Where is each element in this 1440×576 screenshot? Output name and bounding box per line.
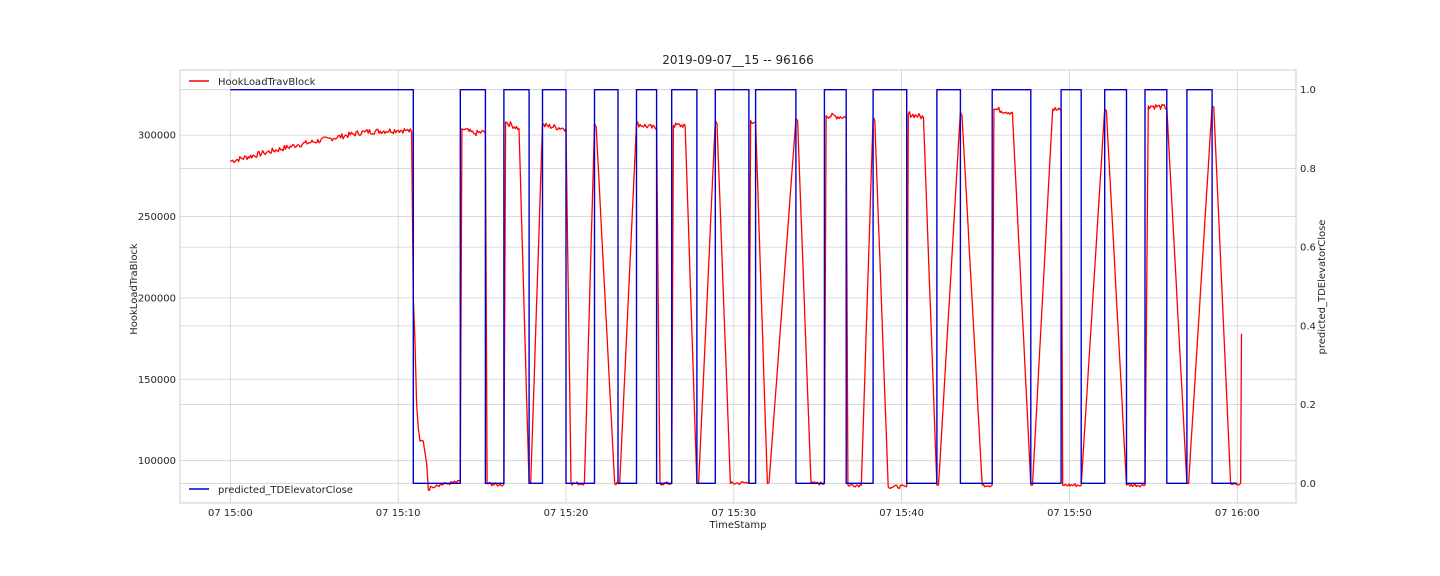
series-line-predicted-tdelevatorclose — [230, 88, 1238, 484]
x-tick-label: 07 16:00 — [1215, 508, 1260, 519]
y2-tick-label: 0.8 — [1300, 164, 1316, 175]
y2-tick-label: 0.4 — [1300, 321, 1316, 332]
legend-label-predicted: predicted_TDElevatorClose — [218, 485, 353, 496]
y-tick-labels: 100000 150000 200000 250000 300000 — [138, 131, 176, 468]
x-tick-labels: 07 15:00 07 15:10 07 15:20 07 15:30 07 15:40… — [208, 508, 1260, 519]
series-layer — [230, 88, 1243, 492]
y-tick-label: 100000 — [138, 456, 176, 467]
y2-tick-label: 0.2 — [1300, 400, 1316, 411]
legend-bottom: predicted_TDElevatorClose — [189, 485, 353, 496]
x-axis-label: TimeStamp — [709, 520, 767, 531]
y-tick-label: 300000 — [138, 131, 176, 142]
y-tick-label: 250000 — [138, 212, 176, 223]
y-tick-label: 150000 — [138, 375, 176, 386]
chart-title: 2019-09-07__15 -- 96166 — [662, 53, 813, 67]
y-axis-label: HookLoadTraBlock — [129, 243, 140, 335]
x-tick-label: 07 15:40 — [879, 508, 924, 519]
y2-tick-label: 1.0 — [1300, 85, 1316, 96]
x-tick-label: 07 15:20 — [544, 508, 589, 519]
plot-frame — [179, 69, 1297, 504]
y2-tick-label: 0.0 — [1300, 479, 1316, 490]
series-line-hookloadtravblock — [230, 103, 1243, 492]
y-tick-label: 200000 — [138, 293, 176, 304]
y2-tick-label: 0.6 — [1300, 243, 1316, 254]
y2-tick-labels: 0.0 0.2 0.4 0.6 0.8 1.0 — [1300, 85, 1316, 490]
x-tick-label: 07 15:10 — [376, 508, 421, 519]
legend-label-hookload: HookLoadTravBlock — [218, 77, 316, 88]
plot-background — [180, 70, 1296, 503]
legend-top: HookLoadTravBlock — [189, 77, 316, 88]
x-tick-label: 07 15:00 — [208, 508, 253, 519]
x-tick-label: 07 15:30 — [711, 508, 756, 519]
y2-axis-label: predicted_TDElevatorClose — [1317, 220, 1328, 355]
x-tick-label: 07 15:50 — [1047, 508, 1092, 519]
